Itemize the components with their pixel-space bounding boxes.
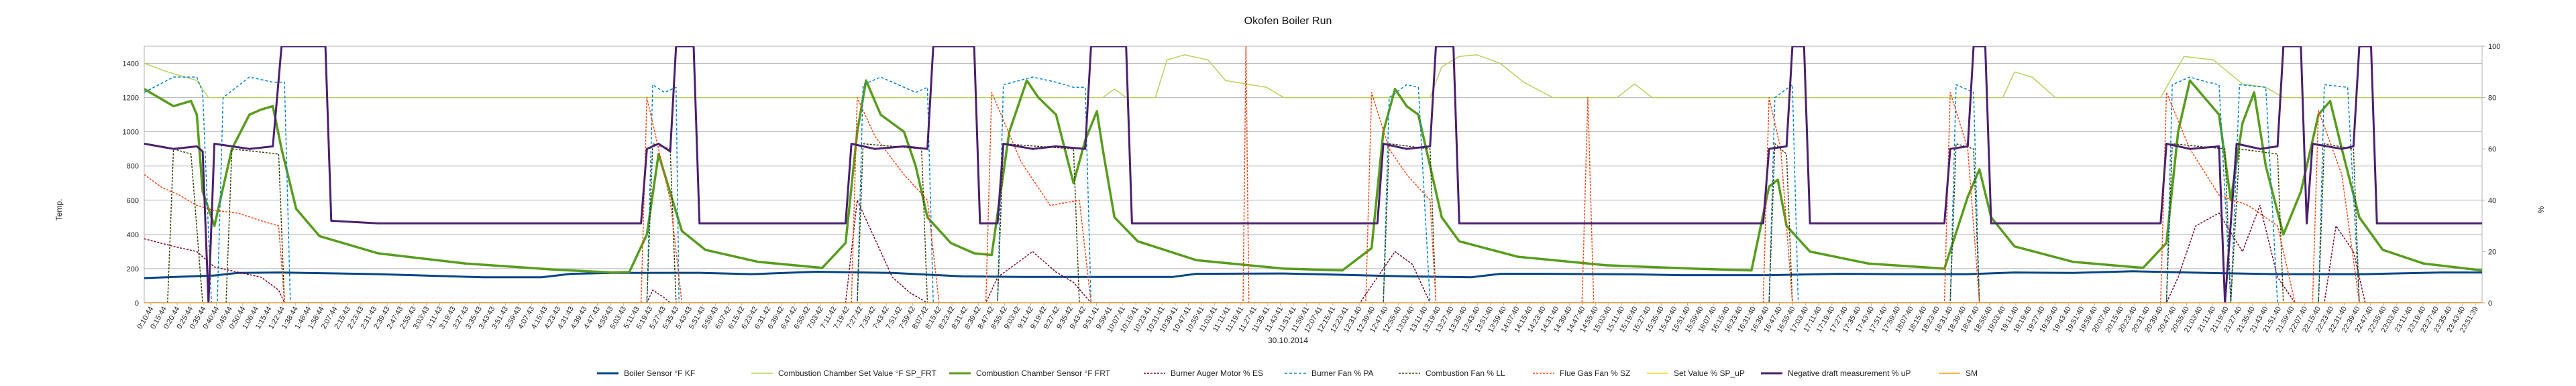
- y-left-tick-label: 200: [127, 265, 139, 273]
- legend-item: Burner Auger Motor % ES: [1144, 369, 1263, 378]
- y-left-tick-label: 800: [127, 163, 139, 171]
- y-left-tick-label: 0: [135, 300, 139, 308]
- legend-label: SM: [1966, 369, 1978, 378]
- series-line-3: [144, 200, 2482, 303]
- x-axis-title: 30.10.2014: [1268, 336, 1308, 345]
- y-left-tick-label: 1400: [123, 60, 139, 68]
- legend-label: Combustion Chamber Sensor °F FRT: [976, 369, 1111, 378]
- series-line-8: [144, 46, 2482, 303]
- legend-item: SM: [1939, 369, 1978, 378]
- y-axis-left-title: Temp.: [54, 199, 64, 221]
- series-line-4: [144, 76, 2482, 303]
- legend-label: Combustion Chamber Set Value °F SP_FRT: [778, 369, 936, 378]
- legend-item: Burner Fan % PA: [1285, 369, 1373, 378]
- series-layer: [144, 46, 2482, 303]
- legend-label: Burner Fan % PA: [1311, 369, 1373, 378]
- legend-label: Burner Auger Motor % ES: [1171, 369, 1263, 378]
- series-line-2: [144, 79, 2482, 274]
- series-line-5: [144, 143, 2482, 303]
- y-left-tick-label: 400: [127, 231, 139, 239]
- legend-label: Combustion Fan % LL: [1426, 369, 1505, 378]
- series-line-0: [144, 270, 2482, 279]
- y-right-tick-label: 40: [2488, 197, 2496, 205]
- legend: Boiler Sensor °F KF Combustion Chamber Se…: [597, 369, 1978, 378]
- y-left-tick-label: 1200: [123, 94, 139, 103]
- chart-title: Okofen Boiler Run: [1244, 15, 1332, 27]
- y-right-tick-label: 0: [2488, 300, 2492, 308]
- y-right-tick-label: 20: [2488, 248, 2496, 256]
- legend-item: Combustion Chamber Set Value °F SP_FRT: [751, 369, 936, 378]
- legend-item: Combustion Chamber Sensor °F FRT: [949, 369, 1111, 378]
- legend-item: Flue Gas Fan % SZ: [1533, 369, 1630, 378]
- legend-item: Negative draft measurement % uP: [1761, 369, 1911, 378]
- y-axis-right-title: %: [2536, 206, 2546, 213]
- legend-label: Negative draft measurement % uP: [1788, 369, 1911, 378]
- y-right-tick-label: 80: [2488, 94, 2496, 103]
- legend-item: Combustion Fan % LL: [1399, 369, 1505, 378]
- y-right-tick-label: 100: [2488, 43, 2500, 51]
- y-left-tick-label: 600: [127, 197, 139, 205]
- series-line-1: [144, 54, 2482, 99]
- legend-label: Set Value % SP_uP: [1674, 369, 1745, 378]
- legend-label: Flue Gas Fan % SZ: [1560, 369, 1630, 378]
- legend-item: Boiler Sensor °F KF: [597, 369, 695, 378]
- y-right-tick-label: 60: [2488, 145, 2496, 153]
- series-line-6: [144, 46, 2482, 303]
- legend-label: Boiler Sensor °F KF: [624, 369, 695, 378]
- legend-item: Set Value % SP_uP: [1647, 369, 1745, 378]
- y-left-tick-label: 1000: [123, 129, 139, 137]
